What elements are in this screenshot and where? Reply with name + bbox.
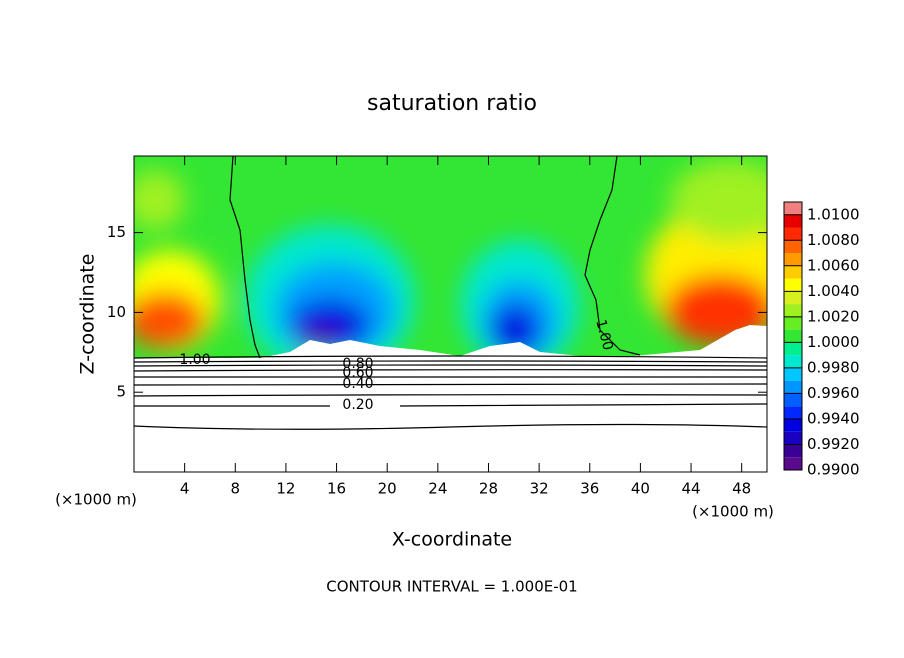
colorbar-band xyxy=(784,227,802,241)
x-tick-label: 36 xyxy=(580,480,599,498)
colorbar-band xyxy=(784,316,802,330)
colorbar-tick-label: 1.0060 xyxy=(807,256,860,274)
footer: CONTOUR INTERVAL = 1.000E-01 xyxy=(326,578,577,596)
x-axis-label: X-coordinate xyxy=(392,529,512,551)
x-tick-label: 4 xyxy=(180,480,190,498)
contour-label: 1.00 xyxy=(592,318,616,352)
colorbar-band xyxy=(784,291,802,305)
plot-frame xyxy=(133,155,768,473)
colorbar-tick-label: 1.0040 xyxy=(807,282,860,300)
x-tick-label: 12 xyxy=(276,480,295,498)
colorbar-band xyxy=(784,431,802,445)
colorbar-band xyxy=(784,393,802,407)
colorbar-band xyxy=(784,342,802,356)
x-tick-label: 24 xyxy=(428,480,447,498)
x-tick-label: 16 xyxy=(327,480,346,498)
colorbar-tick-label: 1.0080 xyxy=(807,231,860,249)
colorbar-band xyxy=(784,367,802,381)
colorbar-band xyxy=(784,240,802,254)
colorbar-band xyxy=(784,444,802,458)
x-tick-label: 28 xyxy=(479,480,498,498)
y-tick-label: 15 xyxy=(107,223,126,241)
colorbar-band xyxy=(784,214,802,228)
colorbar-tick-label: 0.9940 xyxy=(807,409,860,427)
contour-label: 1.00 xyxy=(179,352,210,368)
y-axis-label: Z-coordinate xyxy=(77,254,99,375)
colorbar-tick-label: 1.0000 xyxy=(807,333,860,351)
x-tick-label: 44 xyxy=(681,480,700,498)
y-tick-label: 10 xyxy=(107,303,126,321)
x-tick-label: 40 xyxy=(631,480,650,498)
x-tick-label: 8 xyxy=(231,480,241,498)
colorbar-tick-label: 1.0100 xyxy=(807,205,860,223)
x-tick-label: 32 xyxy=(530,480,549,498)
colorbar-band xyxy=(784,278,802,292)
colorbar-tick-label: 0.9960 xyxy=(807,384,860,402)
colorbar-band xyxy=(784,406,802,419)
colorbar-tick-label: 0.9900 xyxy=(807,461,860,479)
colorbar-band xyxy=(784,355,802,368)
colorbar-band xyxy=(784,380,802,394)
contour-lines xyxy=(133,155,768,430)
contour-label: 0.80 xyxy=(342,356,373,372)
x-unit-label: (×1000 m) xyxy=(55,491,137,509)
colorbar-tick-label: 1.0020 xyxy=(807,307,860,325)
field xyxy=(134,156,767,472)
contour-label: 0.60 xyxy=(342,365,373,381)
contour-label: 0.20 xyxy=(342,397,373,413)
colorbar-band xyxy=(784,329,802,343)
colorbar-band xyxy=(784,418,802,432)
chart-title: saturation ratio xyxy=(367,91,537,116)
x-tick-label: 20 xyxy=(378,480,397,498)
colorbar-band xyxy=(784,202,802,215)
colorbar-band xyxy=(784,265,802,279)
colorbar-tick-label: 0.9980 xyxy=(807,358,860,376)
colorbar-tick-label: 0.9920 xyxy=(807,435,860,453)
x-unit-label: (×1000 m) xyxy=(692,503,774,521)
colorbar-band xyxy=(784,253,802,266)
colorbar-band xyxy=(784,304,802,317)
contour-label: 0.40 xyxy=(342,376,373,392)
x-tick-label: 48 xyxy=(732,480,751,498)
colorbar-band xyxy=(784,457,802,470)
y-tick-label: 5 xyxy=(116,383,126,401)
